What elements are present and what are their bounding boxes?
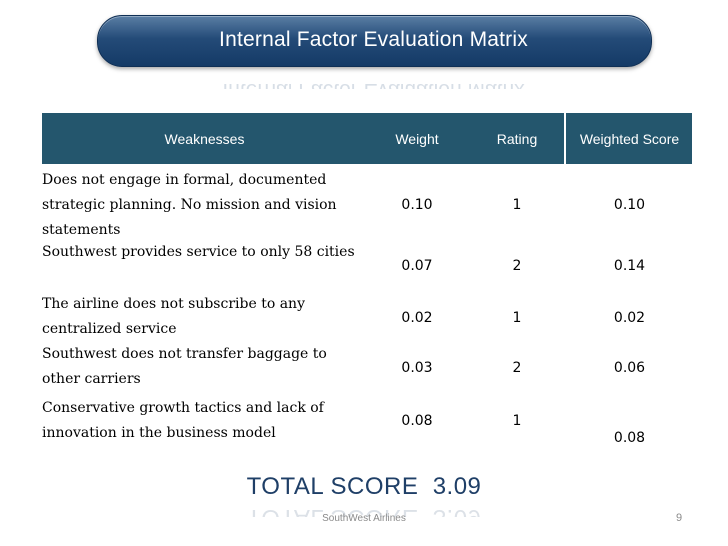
footer-text: SouthWest Airlines bbox=[322, 513, 406, 524]
weakness-text: Southwest provides service to only 58 ci… bbox=[42, 244, 355, 260]
score-value: 0.06 bbox=[613, 360, 646, 376]
total-score-label: TOTAL SCORE bbox=[246, 473, 419, 500]
weight-value: 0.02 bbox=[401, 310, 433, 326]
slide-title: Internal Factor Evaluation Matrix bbox=[219, 28, 528, 51]
header-weight: Weight bbox=[395, 130, 439, 147]
title-banner bbox=[97, 15, 652, 67]
rating-value: 1 bbox=[512, 310, 522, 326]
rating-value: 2 bbox=[512, 360, 522, 376]
rating-value: 1 bbox=[512, 197, 522, 213]
weakness-text: Conservative growth tactics and lack of … bbox=[42, 400, 324, 441]
table-row: Conservative growth tactics and lack of … bbox=[42, 396, 692, 456]
weight-value: 0.03 bbox=[401, 360, 433, 376]
score-value: 0.08 bbox=[613, 430, 646, 446]
weakness-text: Does not engage in formal, documented st… bbox=[42, 172, 337, 238]
total-score-value: 3.09 bbox=[432, 473, 482, 500]
score-value: 0.14 bbox=[613, 258, 646, 274]
score-value: 0.02 bbox=[613, 310, 646, 326]
table-row: Southwest does not transfer baggage to o… bbox=[42, 342, 692, 394]
table-row: Does not engage in formal, documented st… bbox=[42, 168, 692, 243]
header-divider bbox=[564, 113, 566, 164]
total-score: TOTAL SCORE 3.09 bbox=[0, 473, 728, 501]
table-header: Weaknesses Weight Rating Weighted Score bbox=[42, 113, 692, 164]
weakness-text: Southwest does not transfer baggage to o… bbox=[42, 346, 327, 387]
rating-value: 2 bbox=[512, 258, 522, 274]
header-rating: Rating bbox=[496, 130, 538, 147]
weight-value: 0.10 bbox=[401, 197, 433, 213]
weakness-text: The airline does not subscribe to any ce… bbox=[42, 296, 305, 337]
page-number: 9 bbox=[676, 512, 683, 524]
weight-value: 0.08 bbox=[401, 413, 433, 429]
score-value: 0.10 bbox=[613, 197, 646, 213]
header-weaknesses: Weaknesses bbox=[164, 130, 245, 147]
header-weighted-score: Weighted Score bbox=[579, 130, 680, 147]
rating-value: 1 bbox=[512, 413, 522, 429]
weight-value: 0.07 bbox=[401, 258, 433, 274]
table-row: Southwest provides service to only 58 ci… bbox=[42, 240, 692, 292]
table-row: The airline does not subscribe to any ce… bbox=[42, 292, 692, 344]
title-reflection: Internal Factor Evaluation Matrix bbox=[97, 65, 650, 89]
